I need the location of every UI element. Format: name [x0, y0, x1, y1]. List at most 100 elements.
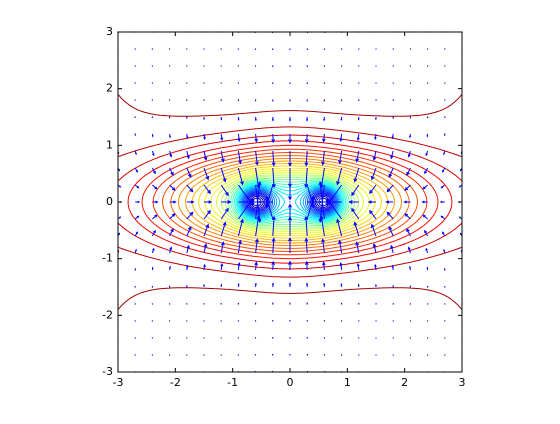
- quiver-dot: [393, 48, 394, 49]
- quiver-head: [289, 283, 290, 284]
- quiver-dot: [375, 99, 376, 100]
- quiver-head: [204, 285, 205, 286]
- quiver-dot: [186, 65, 187, 66]
- quiver-dot: [186, 99, 187, 100]
- quiver-head: [410, 136, 411, 137]
- quiver-dot: [186, 48, 187, 49]
- quiver-dot: [238, 337, 239, 338]
- quiver-dot: [238, 99, 239, 100]
- quiver-dot: [272, 320, 273, 321]
- quiver-dot: [410, 48, 411, 49]
- quiver-dot: [358, 320, 359, 321]
- quiver-head: [238, 284, 239, 285]
- quiver-dot: [444, 286, 445, 287]
- quiver-dot: [393, 320, 394, 321]
- quiver-dot: [221, 65, 222, 66]
- quiver-head: [255, 119, 256, 120]
- x-tick-label: -2: [170, 376, 181, 389]
- quiver-dot: [324, 99, 325, 100]
- quiver-dot: [135, 320, 136, 321]
- quiver-dot: [238, 303, 239, 304]
- quiver-dot: [427, 82, 428, 83]
- quiver-dot: [341, 354, 342, 355]
- quiver-dot: [135, 354, 136, 355]
- quiver-dot: [375, 337, 376, 338]
- quiver-dot: [410, 116, 411, 117]
- quiver-head: [324, 284, 325, 285]
- quiver-dot: [272, 82, 273, 83]
- quiver-dot: [324, 303, 325, 304]
- quiver-dot: [289, 65, 290, 66]
- quiver-dot: [307, 320, 308, 321]
- quiver-dot: [375, 48, 376, 49]
- quiver-dot: [410, 286, 411, 287]
- quiver-dot: [289, 201, 290, 202]
- quiver-dot: [307, 82, 308, 83]
- quiver-head: [238, 119, 239, 120]
- quiver-dot: [272, 48, 273, 49]
- quiver-dot: [324, 48, 325, 49]
- quiver-dot: [341, 320, 342, 321]
- quiver-dot: [238, 48, 239, 49]
- quiver-dot: [203, 320, 204, 321]
- quiver-dot: [152, 320, 153, 321]
- quiver-dot: [375, 320, 376, 321]
- quiver-dot: [169, 116, 170, 117]
- x-tick-label: 0: [287, 376, 294, 389]
- quiver-dot: [375, 303, 376, 304]
- quiver-dot: [203, 337, 204, 338]
- quiver-dot: [135, 48, 136, 49]
- quiver-dot: [135, 99, 136, 100]
- quiver-dot: [444, 99, 445, 100]
- quiver-head: [358, 285, 359, 286]
- quiver-dot: [169, 82, 170, 83]
- quiver-dot: [444, 82, 445, 83]
- quiver-dot: [135, 337, 136, 338]
- quiver-dot: [427, 320, 428, 321]
- quiver-head: [135, 250, 136, 251]
- quiver-dot: [444, 65, 445, 66]
- quiver-dot: [393, 286, 394, 287]
- quiver-dot: [186, 116, 187, 117]
- quiver-dot: [375, 354, 376, 355]
- quiver-head: [152, 135, 153, 136]
- quiver-dot: [410, 82, 411, 83]
- quiver-dot: [307, 99, 308, 100]
- quiver-head: [324, 119, 325, 120]
- quiver-dot: [324, 320, 325, 321]
- x-tick-label: 2: [401, 376, 408, 389]
- y-tick-label: -2: [102, 308, 113, 321]
- quiver-dot: [341, 65, 342, 66]
- quiver-dot: [272, 65, 273, 66]
- quiver-head: [306, 283, 307, 284]
- y-tick-label: -3: [102, 365, 113, 378]
- quiver-dot: [307, 65, 308, 66]
- quiver-dot: [186, 286, 187, 287]
- quiver-dot: [135, 286, 136, 287]
- quiver-dot: [307, 303, 308, 304]
- quiver-dot: [152, 82, 153, 83]
- quiver-dot: [169, 337, 170, 338]
- quiver-dot: [410, 65, 411, 66]
- quiver-dot: [135, 82, 136, 83]
- y-tick-label: -1: [102, 252, 113, 265]
- quiver-dot: [393, 354, 394, 355]
- quiver-dot: [375, 82, 376, 83]
- quiver-dot: [375, 65, 376, 66]
- x-tick-label: 1: [344, 376, 351, 389]
- quiver-dot: [221, 320, 222, 321]
- quiver-head: [341, 284, 342, 285]
- quiver-dot: [289, 337, 290, 338]
- quiver-dot: [307, 48, 308, 49]
- quiver-dot: [169, 99, 170, 100]
- quiver-head: [306, 119, 307, 120]
- quiver-head: [221, 119, 222, 120]
- quiver-dot: [324, 82, 325, 83]
- quiver-dot: [203, 99, 204, 100]
- quiver-dot: [444, 133, 445, 134]
- quiver-dot: [444, 116, 445, 117]
- quiver-head: [169, 267, 170, 268]
- quiver-dot: [255, 65, 256, 66]
- quiver-dot: [152, 354, 153, 355]
